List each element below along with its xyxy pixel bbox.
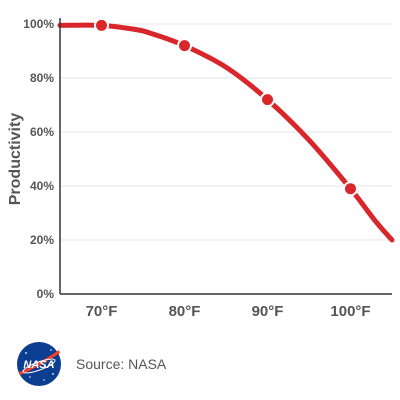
x-tick-label: 70°F — [86, 303, 118, 320]
data-point — [260, 92, 275, 108]
y-axis-label: Productivity — [7, 113, 24, 206]
x-tick-label: 90°F — [252, 303, 284, 320]
data-markers — [94, 17, 358, 197]
y-tick-label: 20% — [30, 233, 54, 247]
y-tick-label: 60% — [30, 125, 54, 139]
grid-lines — [60, 23, 392, 241]
productivity-chart: Productivity 0% 20% 40% 60% 80% 100% 70°F 80°F… — [7, 17, 395, 320]
y-tick-label: 100% — [23, 17, 54, 31]
x-tick-label: 100°F — [330, 303, 370, 320]
x-tick-label: 80°F — [169, 303, 201, 320]
y-tick-labels: 0% 20% 40% 60% 80% 100% — [23, 17, 54, 301]
data-point — [343, 181, 358, 197]
x-tick-labels: 70°F 80°F 90°F 100°F — [86, 303, 371, 320]
data-point — [177, 38, 192, 54]
y-tick-label: 80% — [30, 71, 54, 85]
y-tick-label: 40% — [30, 179, 54, 193]
productivity-line — [57, 22, 395, 243]
source-footer: NASA Source: NASA — [16, 340, 166, 388]
y-tick-label: 0% — [37, 287, 55, 301]
source-text: Source: NASA — [76, 356, 167, 372]
nasa-logo: NASA — [17, 342, 61, 386]
nasa-logo-text: NASA — [23, 359, 54, 371]
data-point — [94, 17, 109, 33]
